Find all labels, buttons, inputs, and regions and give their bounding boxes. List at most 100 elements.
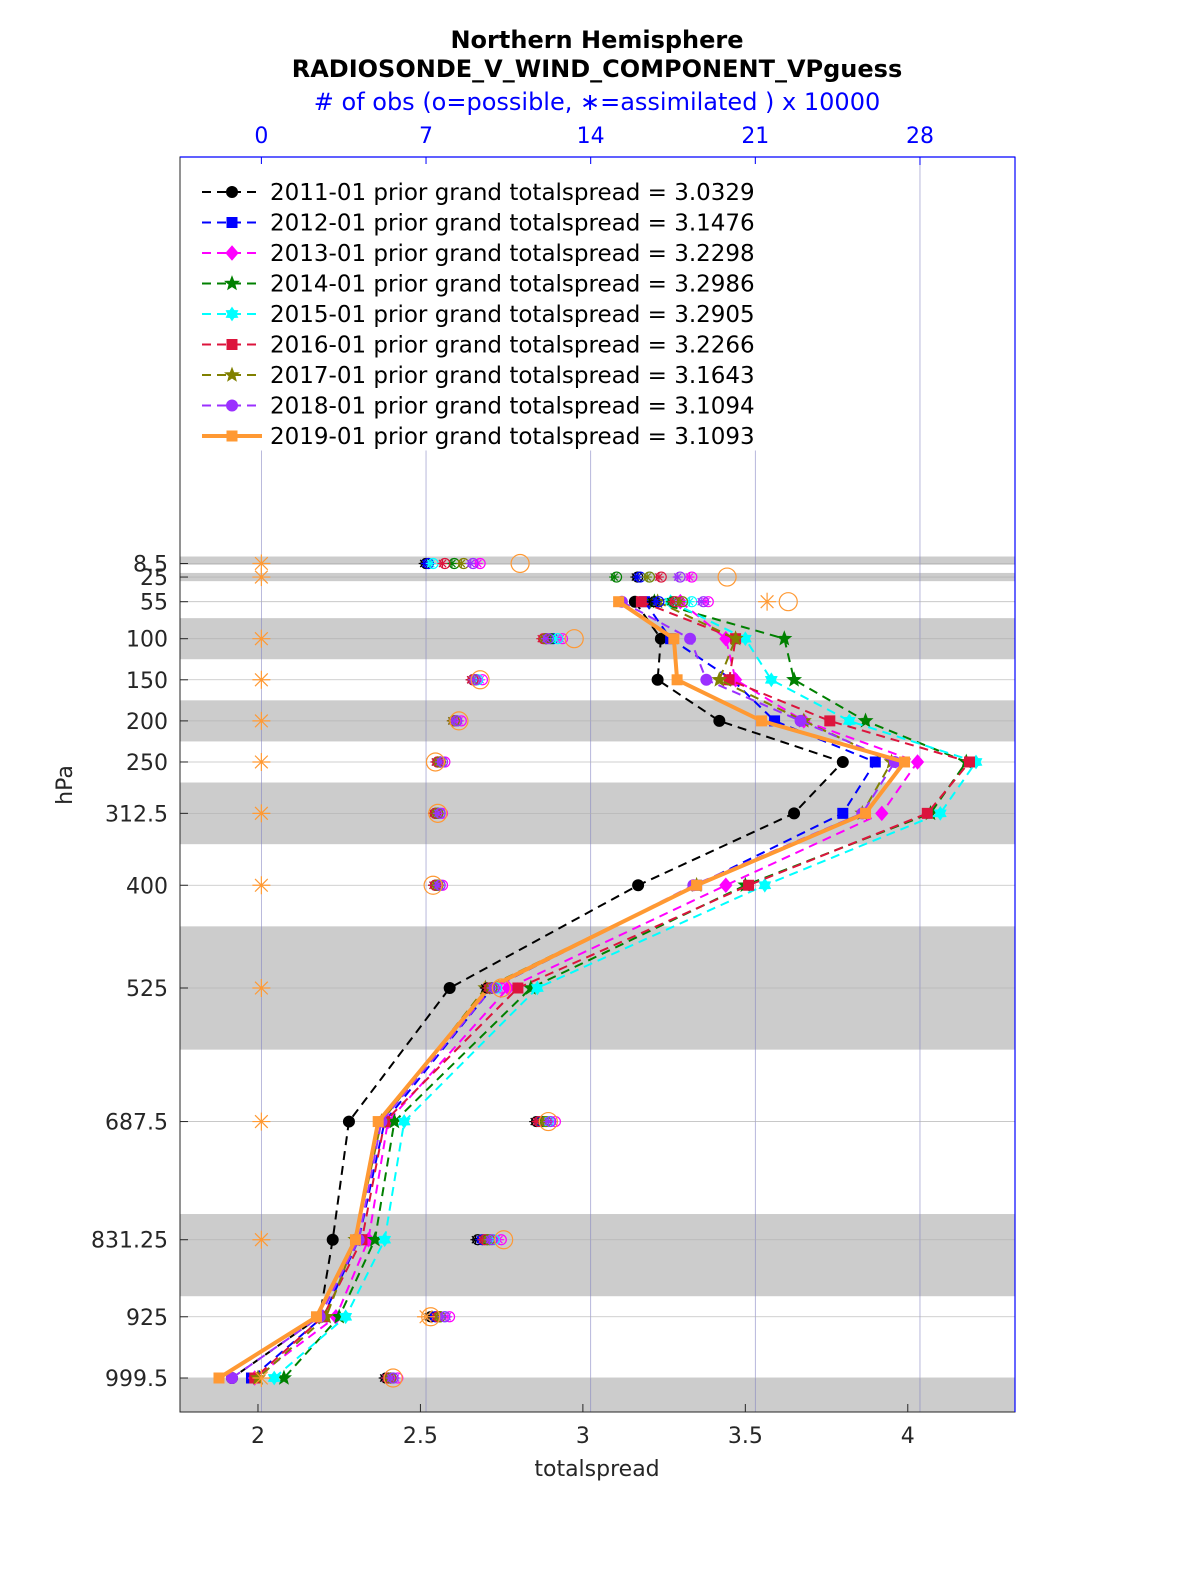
obs-assimilated-marker xyxy=(425,558,436,569)
data-point xyxy=(713,714,726,727)
data-point xyxy=(349,1234,361,1246)
data-point xyxy=(310,1311,322,1323)
data-point xyxy=(764,672,778,688)
data-point xyxy=(860,807,872,819)
data-point xyxy=(397,1114,411,1129)
obs-assimilated-marker xyxy=(672,572,683,583)
legend-marker xyxy=(225,306,239,322)
y-tick-label: 150 xyxy=(126,669,168,694)
obs-assimilated-marker xyxy=(432,808,443,819)
data-point xyxy=(635,596,647,608)
data-point xyxy=(964,756,976,768)
chart-subtitle: RADIOSONDE_V_WIND_COMPONENT_VPguess xyxy=(292,55,903,83)
obs-assimilated-marker xyxy=(684,572,695,583)
obs-assimilated-marker xyxy=(758,592,777,611)
top-tick-label: 21 xyxy=(741,124,769,149)
data-point xyxy=(326,1233,339,1246)
data-point xyxy=(743,879,755,891)
data-point xyxy=(836,755,849,768)
obs-possible-marker xyxy=(510,553,530,574)
data-point xyxy=(727,630,744,646)
obs-possible-marker xyxy=(538,1111,558,1132)
y-tick-label: 8.5 xyxy=(133,552,168,577)
obs-possible-marker xyxy=(778,592,798,612)
top-tick-label: 28 xyxy=(906,124,934,149)
legend-marker xyxy=(224,366,240,382)
x-tick-label: 2.5 xyxy=(403,1424,438,1449)
legend-marker xyxy=(226,399,238,412)
x-tick-label: 4 xyxy=(901,1424,915,1449)
data-point xyxy=(711,671,728,687)
series-line xyxy=(254,600,972,1379)
legend-label: 2018-01 prior grand totalspread = 3.1094 xyxy=(270,394,755,420)
legend-label: 2014-01 prior grand totalspread = 3.2986 xyxy=(270,272,755,298)
y-tick-label: 250 xyxy=(126,751,168,776)
obs-possible-marker xyxy=(494,1230,514,1250)
obs-possible-marker xyxy=(449,711,469,731)
top-tick-label: 0 xyxy=(254,124,268,149)
legend-marker xyxy=(226,217,238,228)
data-point xyxy=(668,633,680,645)
data-point xyxy=(875,805,889,822)
obs-assimilated-marker xyxy=(468,674,479,685)
data-point xyxy=(719,877,733,894)
top-tick-label: 7 xyxy=(419,124,433,149)
legend-entry: 2012-01 prior grand totalspread = 3.1476 xyxy=(202,211,755,237)
data-point xyxy=(824,715,836,727)
data-point xyxy=(933,805,947,821)
data-point xyxy=(910,754,925,770)
y-tick-label: 999.5 xyxy=(105,1367,168,1392)
legend-box xyxy=(190,164,810,451)
data-point xyxy=(794,714,807,727)
obs-possible-marker xyxy=(428,803,448,823)
legend-entry: 2019-01 prior grand totalspread = 3.1093 xyxy=(202,424,755,450)
legend-label: 2019-01 prior grand totalspread = 3.1093 xyxy=(270,424,755,450)
series-line xyxy=(231,601,845,1379)
y-tick-label: 25 xyxy=(140,566,168,591)
y-tick-label: 312.5 xyxy=(105,802,168,827)
obs-assimilated-marker xyxy=(252,1369,271,1387)
data-point xyxy=(443,982,456,995)
data-point xyxy=(869,756,881,768)
series-line xyxy=(217,600,908,1380)
data-point xyxy=(691,879,703,891)
x-tick-label: 3.5 xyxy=(728,1424,763,1449)
y-tick-label: 200 xyxy=(126,710,168,735)
obs-assimilated-marker xyxy=(668,596,679,607)
data-point xyxy=(857,712,874,728)
series-line xyxy=(273,600,978,1379)
series-layer xyxy=(213,593,983,1386)
top-axis-label: # of obs (o=possible, ∗=assimilated ) x … xyxy=(314,88,880,116)
legend-entry: 2015-01 prior grand totalspread = 3.2905 xyxy=(202,302,755,328)
y-axis-label: hPa xyxy=(53,765,78,805)
data-point xyxy=(788,807,801,820)
x-axis-label: totalspread xyxy=(534,1457,659,1482)
legend-entry: 2013-01 prior grand totalspread = 3.2298 xyxy=(202,241,755,267)
obs-assimilated-marker xyxy=(609,572,620,583)
y-tick-label: 687.5 xyxy=(105,1111,168,1136)
x-axis-ticks: 2 2.5 3 3.5 4 xyxy=(251,1404,915,1449)
obs-assimilated-marker xyxy=(642,572,653,583)
obs-possible-marker xyxy=(717,567,737,587)
data-point xyxy=(512,982,524,994)
obs-assimilated-marker xyxy=(252,670,271,689)
y-tick-label: 525 xyxy=(126,977,168,1002)
data-point xyxy=(530,980,544,996)
data-point xyxy=(342,1115,355,1128)
obs-assimilated-marker xyxy=(432,880,443,891)
legend-entry: 2017-01 prior grand totalspread = 3.1643 xyxy=(202,363,755,389)
obs-assimilated-marker xyxy=(437,558,448,569)
data-point xyxy=(651,673,664,686)
obs-possible-marker xyxy=(491,978,511,998)
obs-assimilated-marker xyxy=(484,1234,495,1245)
obs-assimilated-marker xyxy=(651,596,662,607)
legend-label: 2013-01 prior grand totalspread = 3.2298 xyxy=(270,241,755,267)
obs-possible-marker xyxy=(383,1368,403,1388)
data-point xyxy=(267,1370,281,1386)
y-tick-label: 400 xyxy=(126,874,168,899)
legend-label: 2017-01 prior grand totalspread = 3.1643 xyxy=(270,363,755,389)
top-axis-ticks: 0 7 14 21 28 xyxy=(254,124,934,165)
obs-possible-marker xyxy=(425,752,446,772)
data-point xyxy=(921,807,933,819)
